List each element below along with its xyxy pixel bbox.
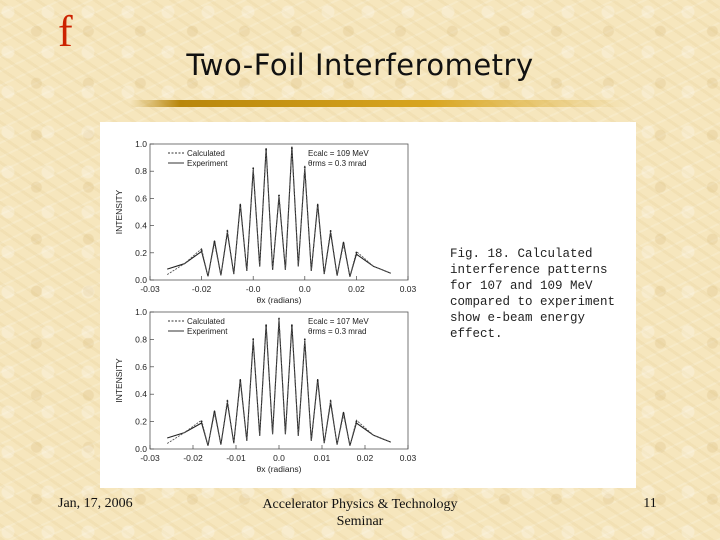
- x-tick-label: -0.01: [226, 453, 246, 463]
- peak-point: [252, 338, 255, 341]
- peak-point: [291, 324, 293, 327]
- y-tick-label: 0.8: [135, 334, 147, 344]
- peak-point: [265, 324, 267, 327]
- peak-point: [200, 420, 203, 423]
- x-tick-label: -0.0: [246, 284, 261, 294]
- x-tick-label: 0.0: [299, 284, 311, 294]
- peak-point: [226, 230, 229, 232]
- peak-point: [213, 411, 216, 413]
- peak-point: [278, 194, 280, 197]
- peak-point: [278, 317, 280, 320]
- peak-point: [355, 251, 358, 254]
- y-tick-label: 0.2: [135, 248, 147, 258]
- peak-point: [213, 241, 216, 243]
- x-tick-label: -0.02: [192, 284, 212, 294]
- peak-point: [265, 148, 267, 151]
- calculated-curve: [166, 317, 391, 446]
- x-axis-label: θx (radians): [257, 464, 302, 474]
- annotation-theta-rms: θrms = 0.3 mrad: [308, 159, 366, 168]
- peak-point: [355, 420, 358, 423]
- x-axis-label: θx (radians): [257, 295, 302, 305]
- y-tick-label: 0.2: [135, 417, 147, 427]
- peak-point: [329, 230, 332, 232]
- x-tick-label: 0.03: [400, 453, 417, 463]
- figure-plots: 1.00.80.60.40.20.0-0.03 -0.02 -0.0 0.0 0.02 0…: [114, 139, 417, 474]
- peak-point: [291, 147, 293, 149]
- footer-date: Jan, 17, 2006: [58, 496, 133, 511]
- x-tick-label: 0.02: [357, 453, 374, 463]
- x-tick-label: 0.0: [273, 453, 285, 463]
- y-tick-label: 0.0: [135, 444, 147, 454]
- peak-point: [200, 249, 203, 251]
- y-axis-label: INTENSITY: [114, 358, 124, 403]
- legend-label-calculated: Calculated: [187, 317, 225, 326]
- x-tick-label: 0.03: [400, 284, 417, 294]
- experiment-curve: [167, 320, 392, 446]
- plot-frame: [149, 143, 409, 281]
- peak-point: [316, 204, 319, 207]
- y-tick-label: 0.4: [135, 221, 147, 231]
- peak-point: [252, 167, 255, 170]
- peak-point: [342, 242, 345, 245]
- logo-glyph: f: [58, 7, 73, 56]
- page-number: 11: [643, 496, 657, 511]
- figure-caption: Fig. 18. Calculated interference pattern…: [450, 247, 616, 341]
- x-tick-label: -0.03: [140, 453, 160, 463]
- peak-point: [226, 400, 229, 402]
- peak-point: [239, 379, 242, 382]
- peak-point: [239, 204, 242, 207]
- footer-course-line1: Accelerator Physics & Technology: [262, 497, 458, 512]
- y-tick-label: 0.8: [135, 166, 147, 176]
- scanned-figure: 1.0 0.8 0.6 0.4 0.2 0.0 -0.03 -0.02 -0.0 0.0 0.02 0…: [100, 122, 636, 488]
- x-tick-label: -0.02: [183, 453, 203, 463]
- y-tick-label: 0.6: [135, 193, 147, 203]
- peak-point: [329, 400, 332, 402]
- x-tick-label: 0.02: [348, 284, 365, 294]
- peak-point: [303, 166, 306, 169]
- legend-label-experiment: Experiment: [187, 159, 228, 168]
- y-axis-label: INTENSITY: [114, 189, 124, 234]
- peak-point: [342, 412, 345, 415]
- legend-label-calculated: Calculated: [187, 149, 225, 158]
- annotation-energy: Ecalc = 107 MeV: [308, 317, 369, 326]
- annotation-theta-rms: θrms = 0.3 mrad: [308, 327, 366, 336]
- x-tick-label: -0.03: [140, 284, 160, 294]
- title-underline: [130, 100, 630, 107]
- y-tick-label: 1.0: [135, 307, 147, 317]
- slide-title: Two-Foil Interferometry: [186, 48, 534, 82]
- calculated-curve: [166, 149, 391, 277]
- peak-point: [316, 379, 319, 382]
- peak-point: [303, 338, 306, 341]
- footer-course-line2: Seminar: [336, 514, 384, 529]
- legend-label-experiment: Experiment: [187, 327, 228, 336]
- footer-course: Accelerator Physics & Technology Seminar: [240, 496, 480, 530]
- x-tick-label: 0.01: [314, 453, 331, 463]
- y-tick-label: 1.0: [135, 139, 147, 149]
- y-tick-label: 0.0: [135, 275, 147, 285]
- annotation-energy: Ecalc = 109 MeV: [308, 149, 369, 158]
- y-tick-label: 0.6: [135, 362, 147, 372]
- y-tick-label: 0.4: [135, 389, 147, 399]
